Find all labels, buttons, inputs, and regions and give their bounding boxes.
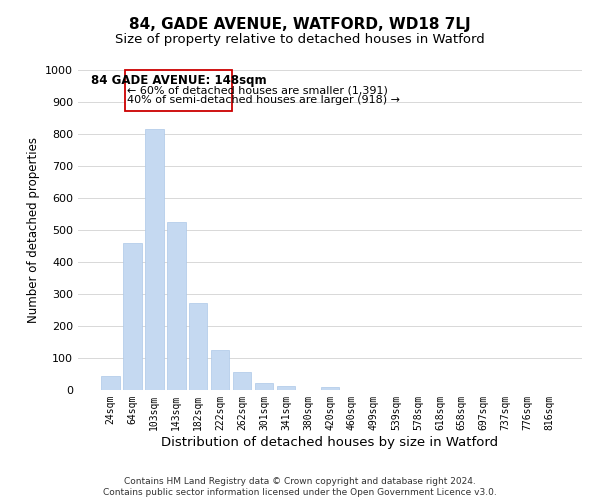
Bar <box>167 222 185 390</box>
Bar <box>101 376 119 390</box>
FancyBboxPatch shape <box>125 70 232 111</box>
Bar <box>320 388 340 390</box>
Text: ← 60% of detached houses are smaller (1,391): ← 60% of detached houses are smaller (1,… <box>127 85 388 95</box>
X-axis label: Distribution of detached houses by size in Watford: Distribution of detached houses by size … <box>161 436 499 448</box>
Text: Size of property relative to detached houses in Watford: Size of property relative to detached ho… <box>115 32 485 46</box>
Bar <box>233 372 251 390</box>
Bar <box>255 383 274 390</box>
Text: 40% of semi-detached houses are larger (918) →: 40% of semi-detached houses are larger (… <box>127 96 400 106</box>
Text: Contains HM Land Registry data © Crown copyright and database right 2024.: Contains HM Land Registry data © Crown c… <box>124 476 476 486</box>
Bar <box>211 350 229 390</box>
Bar <box>123 243 142 390</box>
Bar <box>277 386 295 390</box>
Text: 84, GADE AVENUE, WATFORD, WD18 7LJ: 84, GADE AVENUE, WATFORD, WD18 7LJ <box>129 18 471 32</box>
Text: 84 GADE AVENUE: 148sqm: 84 GADE AVENUE: 148sqm <box>91 74 266 87</box>
Bar <box>189 303 208 390</box>
Text: Contains public sector information licensed under the Open Government Licence v3: Contains public sector information licen… <box>103 488 497 497</box>
Y-axis label: Number of detached properties: Number of detached properties <box>26 137 40 323</box>
Bar <box>145 129 164 390</box>
